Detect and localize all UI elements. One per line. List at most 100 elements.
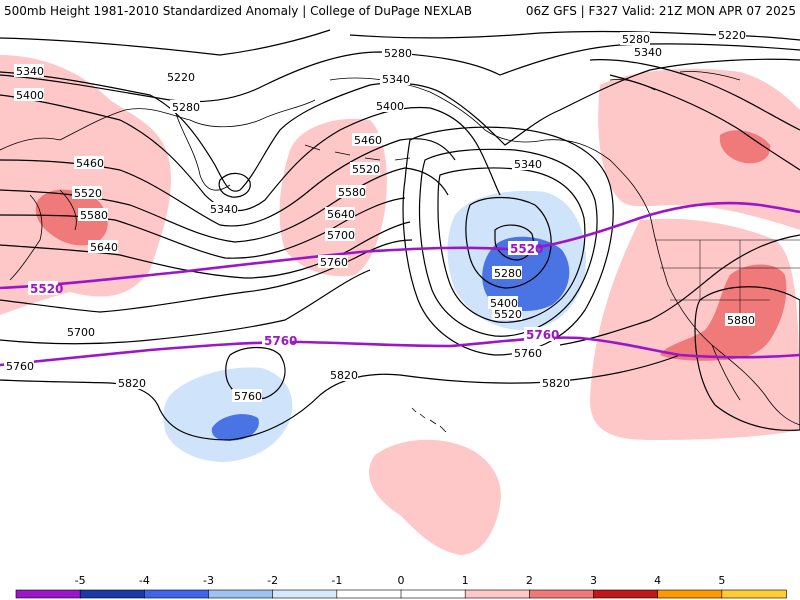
contour-label: 5400	[376, 100, 404, 113]
contour-label: 5340	[634, 46, 662, 59]
contour-label-group: 5340 5400 5460 5520 5580 5640 5700 5760 …	[4, 28, 755, 403]
contour-label: 5640	[327, 208, 355, 221]
contour-label: 5700	[67, 326, 95, 339]
contour-label: 5580	[80, 209, 108, 222]
colorbar-tick-label: 5	[718, 574, 725, 587]
contour-label: 5760	[6, 360, 34, 373]
baja-coastline	[711, 344, 741, 401]
colorbar-segment	[15, 589, 81, 599]
colorbar-ticks: -5 -4 -3 -2 -1 0 1 2 3 4 5	[75, 574, 726, 587]
run-info: 06Z GFS | F327 Valid: 21Z MON APR 07 202…	[525, 4, 796, 18]
gulf-low-outer	[402, 126, 614, 356]
colorbar-segment	[79, 589, 146, 599]
contour-east-ridge	[589, 59, 800, 171]
colorbar-segment	[208, 589, 274, 599]
contour-label: 5820	[330, 369, 358, 382]
colorbar-tick-label: 4	[654, 574, 661, 587]
contour-label: 5760	[320, 256, 348, 269]
colorbar-segment	[400, 589, 466, 599]
contour-5400	[0, 94, 501, 212]
map-panel: 5340 5400 5460 5520 5580 5640 5700 5760 …	[0, 22, 800, 570]
contour-label: 5220	[167, 71, 195, 84]
reference-height-lines	[0, 201, 800, 367]
colorbar-segment	[657, 589, 723, 599]
contour-label: 5340	[210, 203, 238, 216]
contour-5220-5280-north	[0, 29, 800, 56]
contour-label: 5280	[622, 33, 650, 46]
colorbar: -5 -4 -3 -2 -1 0 1 2 3 4 5	[0, 570, 800, 600]
colorbar-segment	[272, 589, 338, 599]
contour-5760-east	[559, 234, 800, 346]
contour-5640	[0, 221, 411, 279]
contour-5700	[0, 239, 413, 313]
colorbar-tick-label: 2	[526, 574, 533, 587]
contour-label: 5460	[354, 134, 382, 147]
contour-label: 5340	[16, 65, 44, 78]
contour-5820	[0, 354, 681, 441]
anomaly-map: 5340 5400 5460 5520 5580 5640 5700 5760 …	[0, 28, 800, 555]
positive-anomaly-hawaii	[369, 439, 501, 555]
contour-label: 5280	[494, 267, 522, 280]
contour-label: 5820	[542, 377, 570, 390]
colorbar-bar	[15, 589, 787, 599]
colorbar-tick-label: 3	[590, 574, 597, 587]
colorbar-tick-label: -5	[75, 574, 86, 587]
contour-label: 5580	[338, 186, 366, 199]
contour-label: 5220	[718, 29, 746, 42]
title-bar: 500mb Height 1981-2010 Standardized Anom…	[0, 0, 800, 22]
colorbar-tick-label: 0	[398, 574, 405, 587]
contour-5340-small-low	[218, 172, 251, 198]
purple-5520-line	[0, 201, 800, 290]
contour-label: 5340	[382, 73, 410, 86]
contour-label: 5820	[118, 377, 146, 390]
contour-label: 5400	[490, 297, 518, 310]
strong-positive-anomaly-southwest-us	[660, 264, 787, 361]
strong-positive-anomaly-japan	[35, 189, 108, 246]
purple-label-5520-west: 5520	[30, 282, 63, 296]
positive-anomaly-alaska-panhandle	[719, 130, 771, 164]
colorbar-svg: -5 -4 -3 -2 -1 0 1 2 3 4 5	[15, 574, 787, 599]
contour-label: 5520	[352, 163, 380, 176]
colorbar-segment	[721, 589, 787, 599]
positive-anomaly-west-canada	[598, 68, 800, 230]
contour-label: 5460	[76, 157, 104, 170]
contour-5760-west	[0, 269, 371, 345]
reference-height-labels: 5520 5760 5520 5760	[28, 241, 559, 348]
purple-label-5760-east: 5760	[526, 328, 559, 342]
contour-label: 5700	[327, 229, 355, 242]
contour-5520	[0, 167, 449, 243]
contour-label: 5520	[74, 187, 102, 200]
colorbar-segment	[529, 589, 595, 599]
contour-label: 5280	[384, 47, 412, 60]
colorbar-segment	[144, 589, 210, 599]
us-state-borders	[655, 239, 800, 320]
contour-label: 5340	[514, 158, 542, 171]
kamchatka-coastline	[174, 109, 231, 191]
gulf-low-mid1	[418, 148, 598, 337]
contour-5760-low	[225, 346, 286, 400]
contour-label: 5760	[514, 347, 542, 360]
colorbar-tick-label: 1	[462, 574, 469, 587]
aleutians	[304, 144, 411, 161]
colorbar-segment	[336, 589, 402, 599]
positive-anomaly-west-pacific	[0, 55, 171, 315]
hawaii-islands	[411, 407, 447, 433]
purple-label-5520-east: 5520	[510, 242, 543, 256]
colorbar-tick-label: -1	[331, 574, 342, 587]
gulf-low-inner	[465, 196, 552, 289]
purple-label-5760-west: 5760	[264, 334, 297, 348]
contour-label: 5880	[727, 314, 755, 327]
contour-label: 5280	[172, 101, 200, 114]
colorbar-segment	[593, 589, 659, 599]
contour-label: 5520	[494, 308, 522, 321]
west-coast-coastline	[649, 214, 800, 426]
purple-5760-line	[0, 336, 800, 367]
colorbar-tick-label: -2	[267, 574, 278, 587]
contour-label: 5640	[90, 241, 118, 254]
colorbar-tick-label: -3	[203, 574, 214, 587]
strong-negative-anomaly-central-pacific	[211, 414, 259, 441]
positive-anomaly-bering	[279, 118, 387, 277]
anomaly-shading	[0, 55, 800, 555]
contour-label: 5760	[234, 390, 262, 403]
colorbar-tick-label: -4	[139, 574, 150, 587]
